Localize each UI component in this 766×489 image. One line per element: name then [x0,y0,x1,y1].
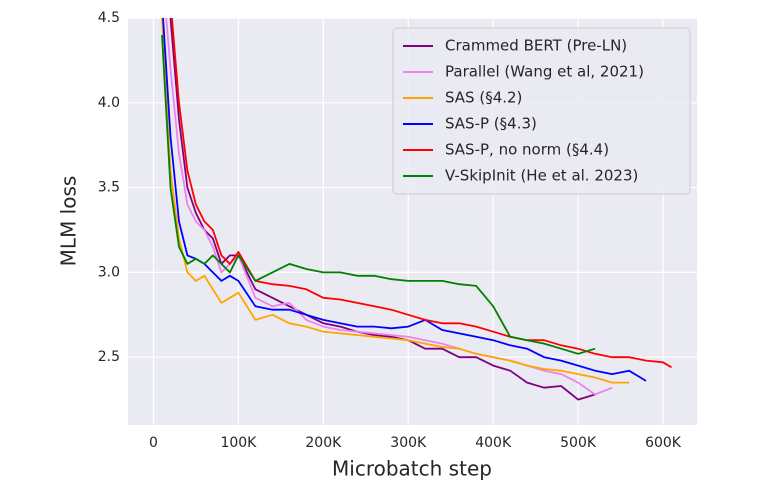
y-tick-label: 2.5 [98,349,120,365]
x-tick-label: 100K [220,435,257,451]
legend-label: SAS-P, no norm (§4.4) [445,141,609,159]
series-line [161,34,596,355]
series-line [171,18,672,369]
legend-label: SAS-P (§4.3) [445,115,537,133]
x-tick-label: 600K [645,435,682,451]
y-tick-label: 3.0 [98,264,120,280]
legend-box [392,27,691,195]
x-tick-label: 400K [475,435,512,451]
x-axis-label: Microbatch step [332,457,492,481]
x-tick-label: 200K [305,435,342,451]
legend-label: Crammed BERT (Pre-LN) [445,37,627,55]
y-tick-label: 4.5 [98,10,120,26]
y-tick-label: 4.0 [98,95,120,111]
legend-label: SAS (§4.2) [445,89,522,107]
series-line [161,18,630,384]
y-tick-label: 3.5 [98,180,120,196]
y-axis-label: MLM loss [57,176,81,267]
series-line [162,18,647,382]
x-tick-label: 500K [560,435,597,451]
x-tick-label: 0 [149,435,158,451]
legend-label: V-SkipInit (He et al. 2023) [445,167,638,185]
x-tick-label: 300K [390,435,427,451]
legend-label: Parallel (Wang et al, 2021) [445,63,644,81]
